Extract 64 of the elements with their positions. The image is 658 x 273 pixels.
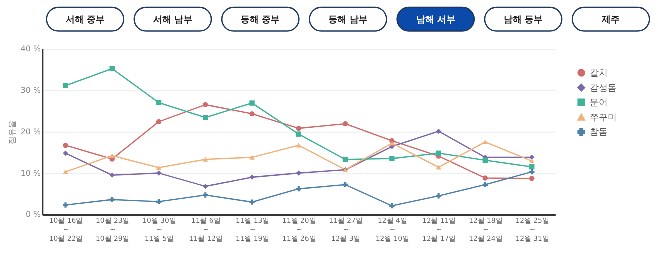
point [390, 156, 395, 162]
point [296, 170, 302, 176]
point [250, 200, 255, 205]
point [203, 157, 208, 162]
point [482, 140, 488, 144]
legend-label: 참돔 [590, 128, 608, 138]
text: 서해 남부 [153, 15, 193, 26]
point [296, 132, 302, 137]
y-tick-label: 40 % [20, 44, 42, 54]
point [110, 172, 115, 178]
point [63, 83, 68, 88]
legend-label: 문어 [590, 98, 608, 109]
point [482, 176, 488, 181]
legend-label: 갈치 [590, 68, 608, 79]
point [482, 158, 488, 164]
point [110, 154, 115, 158]
point [203, 115, 208, 120]
point [63, 202, 68, 208]
point [250, 155, 255, 160]
text: 동해 남부 [328, 15, 368, 26]
y-axis-title: 점유율 [8, 120, 17, 144]
point [296, 126, 302, 132]
point [342, 182, 348, 188]
text: 남해 서부 [416, 15, 456, 26]
point [390, 203, 395, 209]
text: 동해 중부 [241, 15, 280, 26]
point [296, 143, 302, 148]
text: 제주 [601, 15, 620, 26]
y-tick-label: 0 % [26, 210, 42, 220]
point [250, 100, 255, 106]
point [250, 174, 255, 180]
point [63, 142, 68, 148]
point [63, 150, 68, 156]
point [156, 100, 162, 106]
point [436, 165, 442, 170]
point [529, 164, 535, 170]
point [110, 197, 115, 202]
point [156, 170, 162, 176]
y-tick-label: 20 % [20, 127, 42, 136]
point [203, 102, 208, 108]
text: 남해 동부 [504, 15, 544, 26]
point [529, 169, 535, 175]
point [342, 157, 348, 162]
y-tick-label: 10 % [20, 168, 42, 178]
point [296, 186, 302, 192]
text: 서해 중부 [66, 15, 105, 26]
point [110, 66, 115, 72]
point [482, 182, 488, 188]
legend-label: 쭈꾸미 [590, 113, 617, 124]
point [156, 166, 162, 170]
point [63, 170, 68, 174]
point [436, 193, 442, 199]
y-tick-label: 30 % [20, 86, 42, 95]
point [250, 111, 255, 117]
point [436, 128, 442, 134]
point [203, 184, 208, 190]
point [436, 150, 442, 156]
point [342, 121, 348, 127]
point [156, 119, 162, 125]
point [529, 159, 535, 164]
point [529, 176, 535, 182]
point [156, 199, 162, 205]
legend-label: 감성돔 [590, 84, 617, 94]
point [203, 192, 208, 198]
